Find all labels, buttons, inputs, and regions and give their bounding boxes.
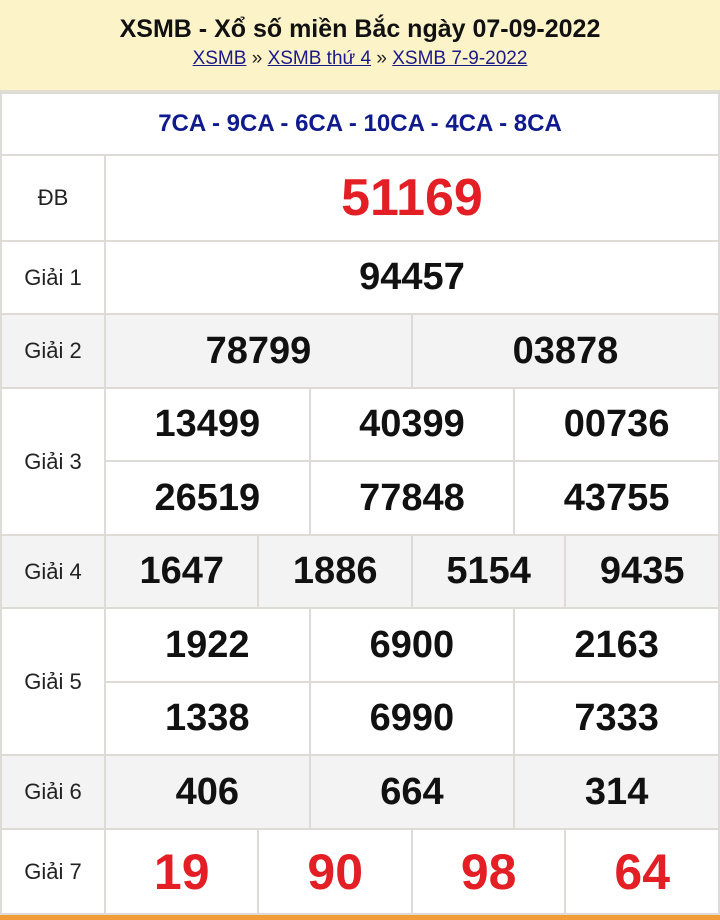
prize-number: 43755 bbox=[513, 460, 720, 536]
prize-label: Giải 6 bbox=[0, 754, 106, 830]
draw-codes: 7CA - 9CA - 6CA - 10CA - 4CA - 8CA bbox=[0, 92, 720, 156]
breadcrumb-xsmb[interactable]: XSMB bbox=[192, 48, 247, 69]
prize-number: 19 bbox=[103, 828, 260, 915]
prize-number: 1647 bbox=[103, 534, 260, 609]
row-g3b: 26519 77848 43755 bbox=[1, 460, 720, 536]
prize-number: 1338 bbox=[104, 681, 311, 756]
prize-label: Giải 1 bbox=[0, 240, 106, 315]
results-table: 7CA - 9CA - 6CA - 10CA - 4CA - 8CA ĐB 51… bbox=[0, 92, 720, 915]
prize-number: 13499 bbox=[104, 387, 311, 462]
prize-number: 90 bbox=[257, 828, 413, 915]
prize-number: 6900 bbox=[308, 607, 516, 683]
page-title: XSMB - Xổ số miền Bắc ngày 07-09-2022 bbox=[119, 15, 601, 43]
special-prize: 51169 bbox=[104, 154, 720, 242]
row-g5: Giải 5 1922 6900 2163 bbox=[0, 607, 720, 756]
prize-number: 9435 bbox=[564, 534, 720, 609]
prize-label: ĐB bbox=[0, 154, 106, 242]
page-header: XSMB - Xổ số miền Bắc ngày 07-09-2022 XS… bbox=[0, 0, 720, 92]
prize-number: 03878 bbox=[410, 313, 720, 389]
prize-number: 98 bbox=[410, 828, 567, 915]
prize-number: 1886 bbox=[257, 534, 413, 609]
row-g2: Giải 2 78799 03878 bbox=[0, 313, 720, 389]
prize-number: 314 bbox=[513, 754, 720, 830]
prize-number: 94457 bbox=[104, 240, 720, 315]
breadcrumb: XSMB » XSMB thứ 4 » XSMB 7-9-2022 bbox=[0, 48, 720, 70]
prize-label: Giải 7 bbox=[0, 828, 106, 915]
prize-number: 78799 bbox=[104, 313, 413, 389]
prize-number: 6990 bbox=[308, 681, 516, 756]
row-db: ĐB 51169 bbox=[0, 154, 720, 242]
row-g6: Giải 6 406 664 314 bbox=[0, 754, 720, 830]
prize-number: 40399 bbox=[308, 387, 516, 462]
breadcrumb-xsmb-date[interactable]: XSMB 7-9-2022 bbox=[392, 48, 528, 69]
prize-number: 77848 bbox=[308, 460, 516, 536]
breadcrumb-separator: » bbox=[376, 48, 387, 69]
row-g1: Giải 1 94457 bbox=[0, 240, 720, 315]
prize-label: Giải 3 bbox=[0, 387, 106, 536]
prize-number: 1922 bbox=[104, 607, 311, 683]
breadcrumb-separator: » bbox=[251, 48, 263, 69]
prize-number: 26519 bbox=[104, 460, 311, 536]
row-g7: Giải 7 19 90 98 64 bbox=[0, 828, 720, 915]
prize-number: 7333 bbox=[513, 681, 720, 756]
prize-number: 406 bbox=[104, 754, 311, 830]
prize-number: 2163 bbox=[513, 607, 720, 683]
prize-label: Giải 5 bbox=[0, 607, 106, 756]
prize-number: 664 bbox=[308, 754, 516, 830]
prize-number: 5154 bbox=[410, 534, 567, 609]
row-g4: Giải 4 1647 1886 5154 9435 bbox=[0, 534, 720, 609]
prize-label: Giải 2 bbox=[0, 313, 106, 389]
prize-number: 64 bbox=[564, 828, 720, 915]
row-g3: Giải 3 13499 40399 00736 bbox=[0, 387, 720, 536]
prize-number: 00736 bbox=[513, 387, 720, 462]
prize-label: Giải 4 bbox=[0, 534, 106, 609]
breadcrumb-xsmb-thu-4[interactable]: XSMB thứ 4 bbox=[267, 48, 372, 69]
footer-bar bbox=[0, 915, 720, 920]
row-g5b: 1338 6990 7333 bbox=[1, 681, 720, 756]
codes-row: 7CA - 9CA - 6CA - 10CA - 4CA - 8CA bbox=[0, 92, 720, 156]
